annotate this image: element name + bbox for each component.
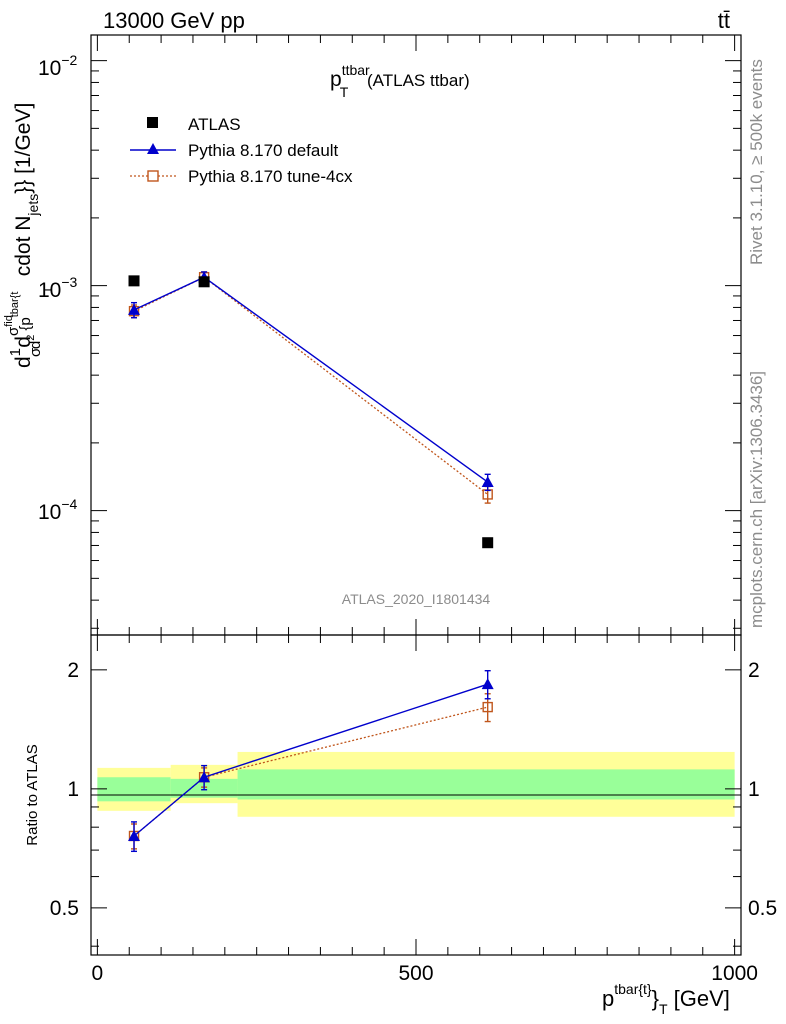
- x-tick-label: 500: [398, 962, 433, 985]
- legend-label-atlas: ATLAS: [188, 115, 241, 134]
- title-rest: (ATLAS ttbar): [362, 71, 469, 90]
- ratio-y-tick-label-left: 1: [67, 778, 79, 801]
- ratio-default-point: [198, 771, 211, 783]
- ratio-band-inner: [97, 777, 171, 802]
- plot-title: pttbar T (ATLAS ttbar): [330, 62, 470, 100]
- atlas-point: [198, 276, 210, 288]
- ratio-y-tick-label-left: 2: [67, 659, 79, 682]
- ratio-y-tick-label-right: 1: [748, 778, 760, 801]
- legend-marker-atlas: [147, 117, 158, 128]
- ratio-y-tick-label-right: 2: [748, 659, 760, 682]
- y-tick-label-1e-3: 10−3: [38, 274, 78, 302]
- legend-label-default: Pythia 8.170 default: [188, 141, 339, 160]
- ratio-y-axis-label: Ratio to ATLAS: [24, 744, 41, 845]
- analysis-watermark: ATLAS_2020_I1801434: [342, 591, 491, 607]
- ratio-bands: [97, 751, 735, 817]
- main-axis-ticks: [91, 35, 741, 635]
- ratio-tune-point: [482, 701, 493, 713]
- ratio-default-point: [481, 678, 494, 690]
- x-tick-label: 0: [92, 962, 104, 985]
- ratio-axis-ticks: 0 500 1000 0.5 0.5 1 1 2 2: [50, 635, 777, 985]
- title-sup: ttbar: [342, 62, 370, 78]
- main-plot-area: [128, 271, 494, 549]
- ratio-y-tick-label-left: 0.5: [50, 897, 79, 920]
- process-label: tt̄: [718, 8, 730, 33]
- main-panel: pttbar T (ATLAS ttbar) 10−2 10−3 10−4 d1 σ…: [3, 34, 742, 636]
- ratio-panel: 0 500 1000 0.5 0.5 1 1 2 2 Ratio to ATLAS ptbar{…: [24, 634, 777, 1017]
- ratio-band-inner: [237, 769, 735, 800]
- atlas-point: [482, 537, 494, 549]
- default-line: [133, 276, 489, 483]
- title-sub: T: [340, 84, 349, 100]
- legend-label-tune: Pythia 8.170 tune-4cx: [188, 167, 353, 186]
- legend: ATLAS Pythia 8.170 default Pythia 8.170 …: [130, 115, 353, 186]
- default-point: [481, 476, 494, 488]
- default-point: [128, 303, 141, 315]
- ratio-plot-area: [128, 670, 494, 853]
- atlas-point: [128, 275, 140, 287]
- legend-marker-tune: [147, 170, 159, 182]
- title-p: p: [330, 68, 342, 91]
- ratio-default-point: [128, 829, 141, 841]
- legend-marker-default: [147, 143, 159, 154]
- main-y-axis-label: d1 σdσfidd2{ptbar{tTcdot Njets}} [1/GeV]: [3, 103, 55, 368]
- tune-line: [133, 276, 489, 495]
- x-tick-label: 1000: [711, 962, 758, 985]
- energy-label: 13000 GeV pp: [103, 8, 245, 33]
- ratio-y-tick-label-right: 0.5: [748, 897, 777, 920]
- y-tick-label-1e-4: 10−4: [38, 496, 78, 524]
- rivet-label: Rivet 3.1.10, ≥ 500k events: [747, 59, 766, 265]
- y-tick-label-1e-2: 10−2: [38, 52, 78, 80]
- x-axis-label: ptbar{t}}T [GeV]: [602, 981, 730, 1017]
- mcplots-label: mcplots.cern.ch [arXiv:1306.3436]: [747, 371, 766, 628]
